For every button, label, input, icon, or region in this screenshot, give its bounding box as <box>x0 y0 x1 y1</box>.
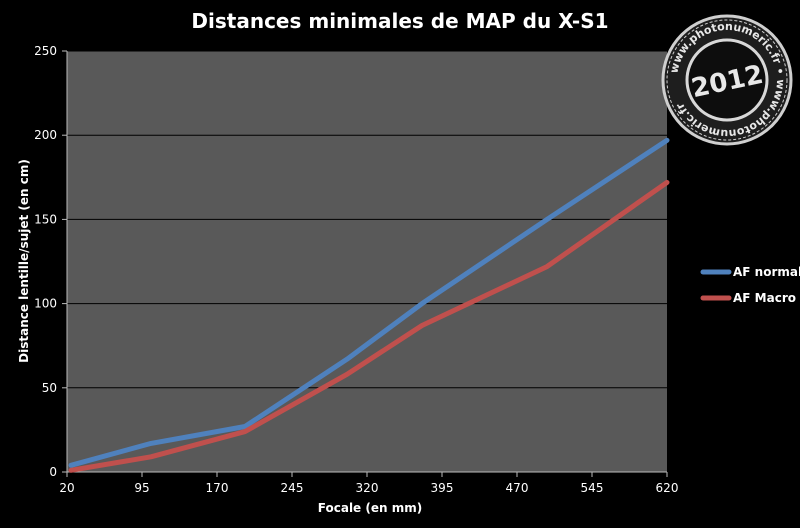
legend: AF normal AF Macro <box>700 265 800 305</box>
x-tick-label: 245 <box>281 481 304 495</box>
x-tick-label: 470 <box>506 481 529 495</box>
series-lines <box>68 137 670 473</box>
y-axis-ticks: 0 50 100 150 200 250 <box>34 44 68 479</box>
y-axis-label: Distance lentille/sujet (en cm) <box>17 159 31 363</box>
y-tick-label: 100 <box>34 297 57 311</box>
x-tick-label: 545 <box>581 481 604 495</box>
y-tick-label: 50 <box>42 381 57 395</box>
series-line-af-macro <box>68 179 670 473</box>
plot-area <box>67 51 667 472</box>
x-tick-label: 95 <box>134 481 149 495</box>
x-axis-label: Focale (en mm) <box>318 501 422 515</box>
y-tick-label: 0 <box>49 465 57 479</box>
y-tick-label: 250 <box>34 44 57 58</box>
chart-title: Distances minimales de MAP du X-S1 <box>191 9 608 33</box>
x-tick-label: 170 <box>206 481 229 495</box>
y-tick-label: 200 <box>34 128 57 142</box>
legend-label: AF normal <box>733 265 800 279</box>
x-tick-label: 320 <box>356 481 379 495</box>
x-tick-label: 395 <box>431 481 454 495</box>
x-axis-ticks: 20 95 170 245 320 395 470 545 620 <box>59 471 679 495</box>
x-tick-label: 620 <box>656 481 679 495</box>
x-tick-label: 20 <box>59 481 74 495</box>
y-tick-label: 150 <box>34 212 57 226</box>
series-line-af-normal <box>68 137 670 468</box>
photonumeric-watermark-logo: www.photonumeric.fr • www.photonumeric.f… <box>661 14 793 146</box>
legend-label: AF Macro <box>733 291 796 305</box>
